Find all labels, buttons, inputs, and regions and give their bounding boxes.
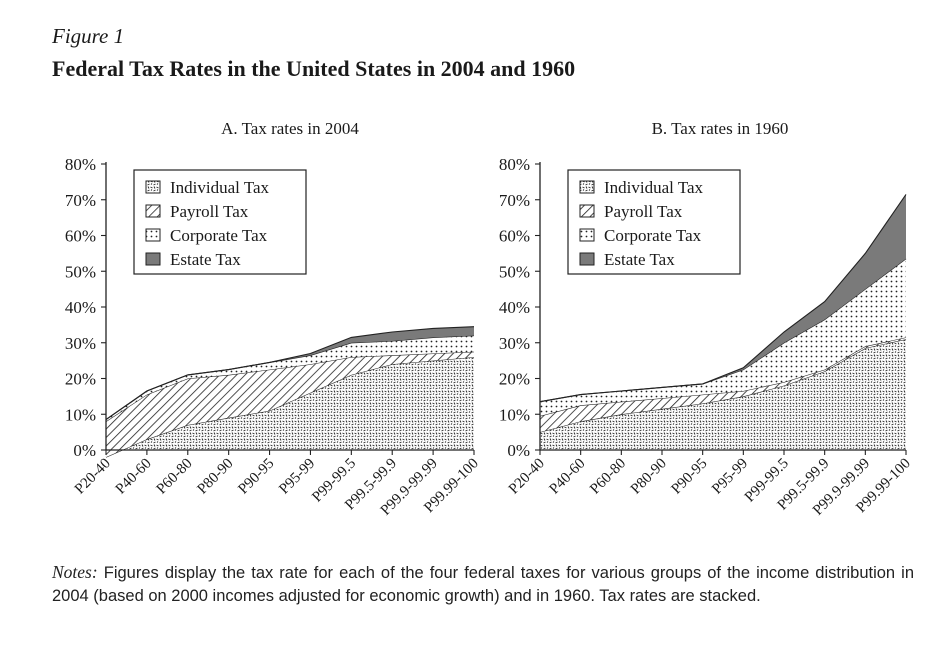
area-individual-tax (106, 357, 474, 458)
boundary-estate-tax (539, 194, 907, 403)
legend-label: Payroll Tax (170, 202, 249, 221)
y-tick-label: 10% (499, 405, 530, 424)
y-tick-label: 10% (65, 405, 96, 424)
x-tick-label: P90-95 (235, 456, 277, 498)
figure-charts: A. Tax rates in 2004 0% 10% 20% 30% 40% 50% 60%… (65, 119, 914, 519)
legend-swatch-individual-tax (145, 180, 161, 194)
legend-label: Individual Tax (604, 178, 704, 197)
y-tick-label: 30% (499, 334, 530, 353)
y-tick-label: 20% (65, 370, 96, 389)
notes-lead: Notes: (52, 562, 98, 582)
legend-swatch-estate-tax (579, 252, 595, 266)
y-tick-label: 20% (499, 370, 530, 389)
x-tick-label: P60-80 (154, 456, 196, 498)
x-tick-label: P60-80 (587, 456, 629, 498)
boundary-estate-tax (105, 326, 475, 421)
figure-title: Federal Tax Rates in the United States i… (52, 56, 576, 81)
legend: Individual Tax Payroll Tax Corporate Tax Es… (567, 169, 741, 275)
y-tick-label: 80% (65, 155, 96, 174)
chart-panel-1960: B. Tax rates in 1960 0% 10% 20% 30% 40% 50% 60%… (499, 119, 914, 519)
y-tick-label: 80% (499, 155, 530, 174)
y-tick-label: 50% (65, 262, 96, 281)
y-tick-label: 40% (65, 298, 96, 317)
legend-label: Individual Tax (170, 178, 270, 197)
legend-swatch-payroll-tax (145, 204, 161, 218)
legend-label: Corporate Tax (604, 226, 702, 245)
legend-box (133, 169, 307, 275)
legend: Individual Tax Payroll Tax Corporate Tax Es… (133, 169, 307, 275)
notes-text: Figures display the tax rate for each of… (52, 564, 914, 605)
x-tick-label: P90-95 (669, 456, 711, 498)
y-tick-label: 70% (65, 191, 96, 210)
y-tick-label: 60% (65, 227, 96, 246)
y-tick-label: 0% (507, 441, 530, 460)
x-tick-label: P80-90 (195, 456, 237, 498)
legend-label: Estate Tax (604, 250, 675, 269)
chart-panel-2004: A. Tax rates in 2004 0% 10% 20% 30% 40% 50% 60%… (65, 119, 482, 519)
figure-label: Figure 1 (52, 24, 125, 48)
area-corporate-tax (540, 258, 906, 416)
legend-swatch-corporate-tax (145, 228, 161, 242)
legend-label: Payroll Tax (604, 202, 683, 221)
legend-swatch-payroll-tax (579, 204, 595, 218)
x-tick-label: P20-40 (506, 456, 548, 498)
x-tick-label: P20-40 (72, 456, 114, 498)
area-individual-tax (540, 339, 906, 450)
y-tick-label: 40% (499, 298, 530, 317)
chart-title: B. Tax rates in 1960 (652, 119, 789, 138)
legend-label: Estate Tax (170, 250, 241, 269)
area-payroll-tax (540, 337, 906, 433)
y-tick-label: 50% (499, 262, 530, 281)
x-tick-label: P40-60 (547, 456, 589, 498)
legend-swatch-individual-tax (579, 180, 595, 194)
x-tick-label: P40-60 (113, 456, 155, 498)
legend-swatch-estate-tax (145, 252, 161, 266)
chart-title: A. Tax rates in 2004 (221, 119, 359, 138)
area-estate-tax (106, 326, 474, 420)
y-tick-label: 0% (73, 441, 96, 460)
y-tick-label: 60% (499, 227, 530, 246)
area-estate-tax (540, 194, 906, 402)
y-tick-label: 70% (499, 191, 530, 210)
legend-swatch-corporate-tax (579, 228, 595, 242)
y-tick-label: 30% (65, 334, 96, 353)
legend-box (567, 169, 741, 275)
legend-label: Corporate Tax (170, 226, 268, 245)
x-tick-label: P80-90 (628, 456, 670, 498)
figure-notes: Notes: Figures display the tax rate for … (52, 561, 914, 608)
